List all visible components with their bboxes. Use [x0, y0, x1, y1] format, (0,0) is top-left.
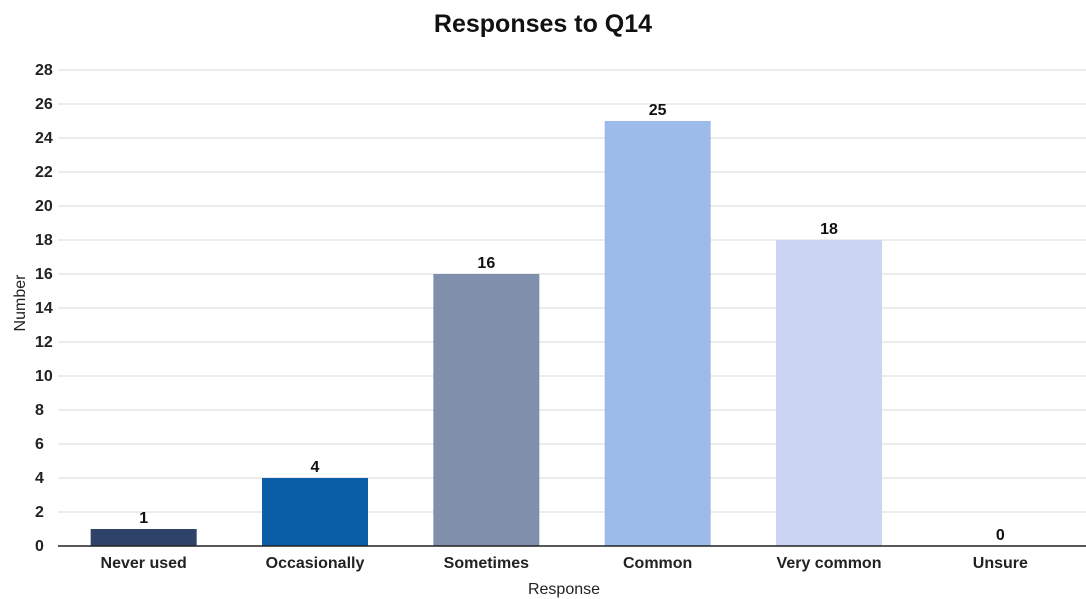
y-tick-label: 26	[35, 96, 53, 113]
y-tick-label: 22	[35, 164, 53, 181]
data-label: 0	[996, 527, 1005, 544]
y-tick-label: 18	[35, 232, 53, 249]
y-tick-label: 8	[35, 402, 44, 419]
x-axis-ticks: Never used Occasionally Sometimes Common Ver…	[101, 555, 1028, 572]
x-tick-label: Sometimes	[444, 555, 529, 572]
bars	[90, 121, 882, 546]
y-tick-label: 10	[35, 368, 53, 385]
x-tick-label: Never used	[101, 555, 187, 572]
data-label: 25	[649, 102, 667, 119]
x-tick-label: Occasionally	[266, 555, 365, 572]
y-tick-label: 4	[35, 470, 44, 487]
x-axis-label: Response	[528, 581, 600, 598]
data-label: 1	[139, 510, 148, 527]
bar	[604, 121, 711, 546]
y-tick-label: 0	[35, 538, 44, 555]
data-label: 16	[477, 255, 495, 272]
y-tick-label: 12	[35, 334, 53, 351]
chart-title: Responses to Q14	[434, 10, 652, 38]
x-tick-label: Common	[623, 555, 692, 572]
gridlines	[58, 69, 1086, 513]
x-tick-label: Very common	[777, 555, 882, 572]
bar	[776, 240, 882, 546]
y-tick-label: 16	[35, 266, 53, 283]
y-tick-label: 20	[35, 198, 53, 215]
y-tick-label: 2	[35, 504, 44, 521]
data-label: 4	[311, 459, 320, 476]
data-label: 18	[820, 221, 838, 238]
y-tick-label: 28	[35, 62, 53, 79]
y-axis-label: Number	[12, 274, 29, 332]
bar	[433, 274, 540, 546]
y-tick-label: 24	[35, 130, 53, 147]
y-tick-label: 14	[35, 300, 53, 317]
x-tick-label: Unsure	[973, 555, 1028, 572]
bar	[90, 529, 197, 546]
bar	[262, 478, 368, 546]
data-labels: 1 4 16 25 18 0	[139, 102, 1005, 544]
y-tick-label: 6	[35, 436, 44, 453]
